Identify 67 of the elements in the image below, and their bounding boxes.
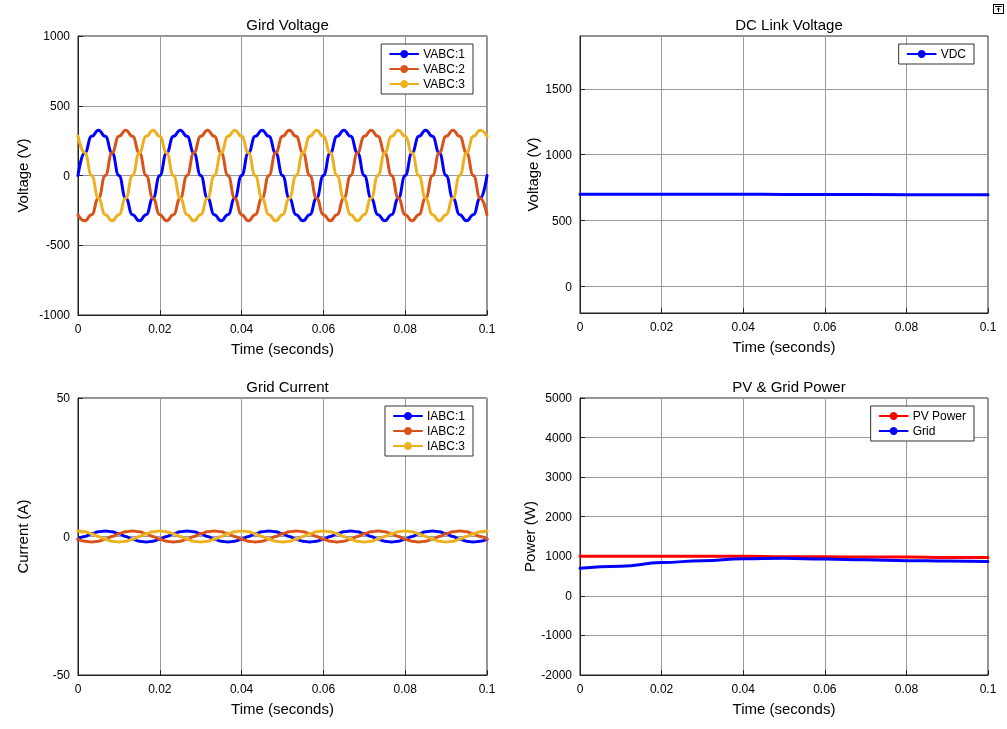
y-tick-label: 0 (63, 529, 71, 544)
x-tick-label: 0.02 (649, 320, 674, 334)
legend-label: Grid (912, 424, 936, 438)
x-tick-label: 0.02 (649, 682, 674, 696)
x-axis-title: Time (seconds) (231, 700, 334, 717)
y-tick-label: 50 (56, 391, 71, 405)
y-tick-label: 1500 (545, 81, 573, 96)
y-tick-label: -50 (52, 668, 71, 682)
y-tick-label: 4000 (545, 430, 573, 445)
y-tick-label: -2000 (541, 668, 573, 682)
y-tick-label: 0 (565, 588, 573, 603)
y-tick-label: -500 (45, 238, 71, 253)
y-tick-label: 0 (565, 279, 573, 294)
x-tick-label: 0.06 (311, 322, 336, 336)
chart-title: DC Link Voltage (735, 16, 843, 33)
x-tick-label: 0 (576, 320, 584, 334)
x-tick-label: 0.04 (229, 322, 254, 336)
line-series (578, 556, 990, 570)
legend-label: VABC:1 (423, 47, 466, 61)
x-tick-label: 0.02 (148, 322, 172, 336)
legend-label: VABC:3 (423, 77, 466, 91)
y-tick-label: 0 (63, 168, 71, 183)
x-tick-label: 0.06 (813, 682, 837, 696)
x-tick-label: 0 (576, 682, 584, 696)
y-tick-label: 1000 (545, 147, 573, 162)
y-tick-label: 3000 (545, 470, 573, 485)
chart-title: Grid Current (246, 378, 330, 395)
y-axis-title: Power (W) (521, 501, 539, 572)
legend-label: VDC (940, 47, 967, 61)
x-tick-label: 0.02 (148, 682, 172, 696)
x-axis-title: Time (seconds) (732, 338, 836, 355)
legend-label: VABC:2 (423, 62, 466, 76)
x-tick-label: 0 (74, 682, 82, 696)
x-tick-label: 0.06 (813, 320, 837, 334)
legend-label: IABC:2 (426, 424, 466, 438)
x-tick-label: 0.08 (393, 322, 418, 336)
x-axis-title: Time (seconds) (231, 340, 334, 357)
y-tick-label: 500 (49, 98, 71, 113)
y-axis-title: Voltage (V) (524, 137, 541, 212)
x-tick-label: 0.04 (731, 682, 756, 696)
y-tick-label: 5000 (545, 391, 573, 405)
line-series (76, 128, 489, 223)
legend-label: IABC:1 (426, 409, 466, 423)
x-tick-label: 0.08 (894, 320, 919, 334)
y-tick-label: -1000 (541, 628, 573, 643)
x-tick-label: 0.04 (229, 682, 254, 696)
y-axis-title: Current (A) (14, 499, 31, 574)
x-tick-label: 0.08 (393, 682, 418, 696)
y-axis-title: Voltage (V) (14, 138, 31, 213)
x-tick-label: 0.1 (478, 682, 496, 696)
x-tick-label: 0.08 (894, 682, 919, 696)
x-tick-label: 0 (74, 322, 82, 336)
y-tick-label: 1000 (545, 549, 573, 564)
x-tick-label: 0.04 (731, 320, 756, 334)
legend-label: PV Power (912, 409, 966, 423)
chart-title: Gird Voltage (246, 16, 329, 33)
y-tick-label: 500 (551, 213, 573, 228)
x-tick-label: 0.06 (311, 682, 336, 696)
y-tick-label: 2000 (545, 509, 573, 524)
x-tick-label: 0.1 (478, 322, 496, 336)
x-tick-label: 0.1 (979, 682, 997, 696)
y-tick-label: 1000 (43, 29, 71, 43)
y-tick-label: -1000 (39, 308, 71, 322)
chart-title: PV & Grid Power (732, 378, 846, 395)
x-axis-title: Time (seconds) (732, 700, 836, 717)
x-tick-label: 0.1 (979, 320, 997, 334)
legend-label: IABC:3 (426, 439, 466, 453)
